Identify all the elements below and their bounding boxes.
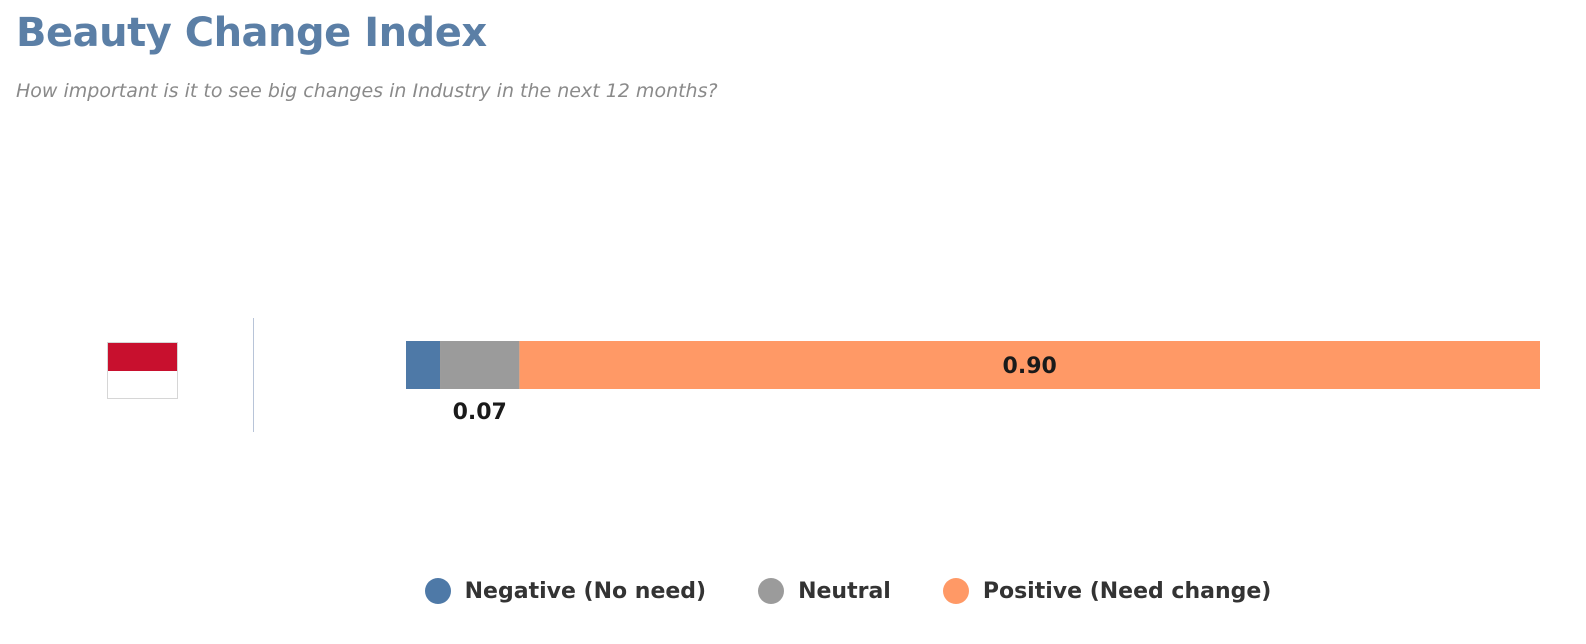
bar-segment-1 xyxy=(440,341,520,389)
legend-swatch-icon xyxy=(424,578,451,604)
chart-title: Beauty Change Index xyxy=(16,10,487,56)
bar-data-label-1: 0.07 xyxy=(453,400,507,425)
legend-label: Negative (No need) xyxy=(464,578,707,604)
flag-red-stripe xyxy=(108,343,177,371)
bar-segment-0 xyxy=(406,341,441,389)
indonesia-flag-icon xyxy=(107,342,178,399)
legend-label: Positive (Need change) xyxy=(982,578,1272,604)
legend-swatch-icon xyxy=(942,578,969,604)
legend-item-2[interactable]: Positive (Need change) xyxy=(942,578,1272,604)
flag-white-stripe xyxy=(108,370,177,398)
bar-segment-2 xyxy=(519,341,1540,389)
stacked-bar-chart: 0.07 0.90 xyxy=(406,341,1540,425)
legend-item-0[interactable]: Negative (No need) xyxy=(424,578,707,604)
bar-data-label-2: 0.90 xyxy=(1003,354,1057,379)
legend-item-1[interactable]: Neutral xyxy=(758,578,891,604)
chart-legend: Negative (No need) Neutral Positive (Need … xyxy=(0,578,1586,604)
chart-subtitle: How important is it to see big changes i… xyxy=(16,80,718,102)
legend-label: Neutral xyxy=(798,578,891,604)
row-divider xyxy=(253,318,254,432)
legend-swatch-icon xyxy=(758,578,785,604)
